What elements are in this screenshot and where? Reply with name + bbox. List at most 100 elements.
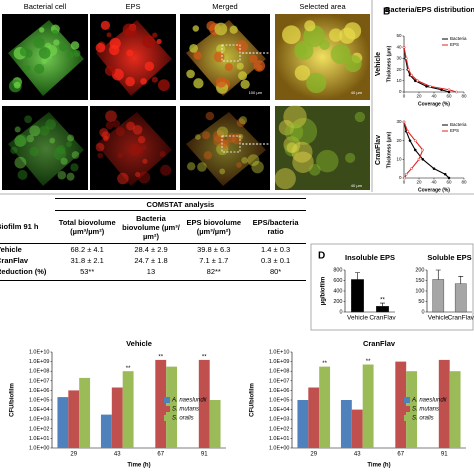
micrograph-cell bbox=[132, 124, 143, 135]
series-marker bbox=[421, 148, 425, 152]
y-tick-label: 150 bbox=[415, 278, 424, 284]
scale-bar-label: 100 µm bbox=[249, 90, 263, 95]
bar bbox=[308, 387, 320, 448]
y-tick-label: 20 bbox=[396, 67, 402, 72]
y-axis-label: µg/biofilm bbox=[321, 277, 327, 305]
legend-swatch bbox=[164, 415, 170, 421]
table-header: Biofilm 91 h bbox=[0, 210, 55, 244]
chart-title: Vehicle bbox=[375, 52, 382, 76]
significance-mark: ** bbox=[380, 298, 385, 304]
micrograph-cell bbox=[142, 35, 155, 48]
legend-label: EPS bbox=[450, 128, 459, 133]
micrograph-cell bbox=[151, 76, 158, 83]
micrograph-cell bbox=[24, 65, 31, 72]
x-tick-label: Vehicle bbox=[347, 315, 368, 322]
micrograph-cell bbox=[26, 134, 35, 143]
micrograph-cell bbox=[117, 172, 129, 185]
legend-swatch bbox=[164, 406, 170, 412]
micrograph-cell bbox=[189, 43, 198, 53]
y-tick-label: 20 bbox=[396, 138, 402, 143]
micrograph-cell bbox=[53, 147, 67, 161]
scale-bar-label: 40 µm bbox=[351, 90, 363, 95]
series-marker bbox=[455, 90, 458, 94]
series-marker bbox=[428, 85, 432, 88]
micrograph-cell bbox=[236, 162, 242, 168]
x-tick-label: 0 bbox=[403, 180, 406, 185]
x-tick-label: 60 bbox=[446, 94, 452, 99]
y-axis-label: Thickness (µm) bbox=[386, 131, 392, 168]
micrograph-cell bbox=[115, 126, 125, 137]
micrograph-cell bbox=[67, 134, 75, 142]
significance-mark: ** bbox=[126, 366, 131, 372]
y-tick-label: 1.0E+04 bbox=[29, 407, 50, 413]
y-tick-label: 1.0E+09 bbox=[269, 359, 290, 365]
y-tick-label: 0 bbox=[399, 175, 402, 180]
micrograph-cell bbox=[135, 171, 141, 178]
legend-label: EPS bbox=[450, 42, 459, 47]
micrograph-cell bbox=[53, 39, 60, 46]
micrograph-cell bbox=[282, 25, 301, 45]
y-axis-label: CFU/biofilm bbox=[10, 383, 16, 417]
x-tick-label: CranFlav bbox=[448, 315, 474, 322]
micrograph-cell bbox=[14, 156, 27, 169]
table-cell: 39.8 ± 6.3 bbox=[197, 245, 231, 254]
y-tick-label: 600 bbox=[333, 278, 342, 284]
micrograph-cell bbox=[241, 157, 248, 164]
column-header: EPS bbox=[125, 2, 140, 11]
bar bbox=[57, 397, 69, 448]
micrograph-cell bbox=[15, 133, 28, 147]
micrograph-cell bbox=[140, 77, 148, 85]
micrograph-cell bbox=[283, 105, 307, 129]
x-tick-label: CranFlav bbox=[369, 315, 396, 322]
micrograph-cell bbox=[17, 169, 28, 180]
micrograph-cell bbox=[284, 142, 299, 157]
table-row-label: Reduction (%) bbox=[0, 266, 55, 281]
series-marker bbox=[406, 129, 410, 133]
bar bbox=[438, 359, 450, 448]
x-tick-label: 80 bbox=[461, 180, 467, 185]
micrograph-cell bbox=[330, 44, 351, 65]
micrograph-cell bbox=[39, 27, 45, 33]
panel-label: B bbox=[383, 7, 390, 18]
micrograph-cell bbox=[236, 62, 244, 70]
legend-label: Bacteria bbox=[450, 122, 467, 127]
micrograph-cell bbox=[159, 151, 166, 158]
micrograph-cell bbox=[235, 40, 248, 53]
table-cell: 53** bbox=[54, 266, 120, 281]
micrograph-cell bbox=[226, 133, 237, 144]
micrograph-cell bbox=[238, 116, 248, 125]
table-cell: 13 bbox=[119, 266, 183, 281]
micrograph-cell bbox=[238, 71, 248, 81]
table-cell: 1.4 ± 0.3 bbox=[261, 245, 291, 254]
micrograph-cell bbox=[328, 28, 343, 42]
y-tick-label: 1.0E+03 bbox=[29, 417, 50, 423]
x-tick-label: 91 bbox=[441, 452, 448, 458]
bar bbox=[111, 387, 123, 448]
micrograph-cell bbox=[152, 32, 158, 38]
y-tick-label: 1.0E+10 bbox=[269, 349, 290, 355]
micrograph-cell bbox=[109, 37, 121, 50]
table-cell: 82** bbox=[182, 266, 246, 281]
micrograph-biofilm bbox=[96, 112, 172, 186]
y-tick-label: 0 bbox=[339, 309, 342, 315]
selection-box bbox=[221, 135, 241, 153]
micrograph-cell bbox=[60, 157, 68, 165]
micrograph-cell bbox=[95, 142, 105, 152]
bar bbox=[198, 359, 210, 448]
micrograph-cell bbox=[29, 125, 41, 137]
panel-d-frame bbox=[310, 243, 474, 331]
micrograph-cell bbox=[213, 130, 225, 142]
micrograph-cell bbox=[201, 131, 211, 140]
series-line bbox=[403, 121, 450, 179]
y-tick-label: 30 bbox=[396, 119, 402, 124]
micrograph-cell bbox=[104, 65, 116, 76]
legend-label: Bacteria bbox=[450, 36, 467, 41]
series-marker bbox=[404, 172, 408, 176]
x-tick-label: 43 bbox=[354, 452, 361, 458]
series-marker bbox=[407, 68, 410, 71]
micrograph-cell bbox=[66, 141, 72, 148]
series-marker bbox=[402, 45, 406, 49]
micrograph-cell bbox=[286, 142, 298, 153]
micrograph-cell bbox=[192, 25, 200, 32]
micrograph-cell bbox=[274, 168, 296, 190]
